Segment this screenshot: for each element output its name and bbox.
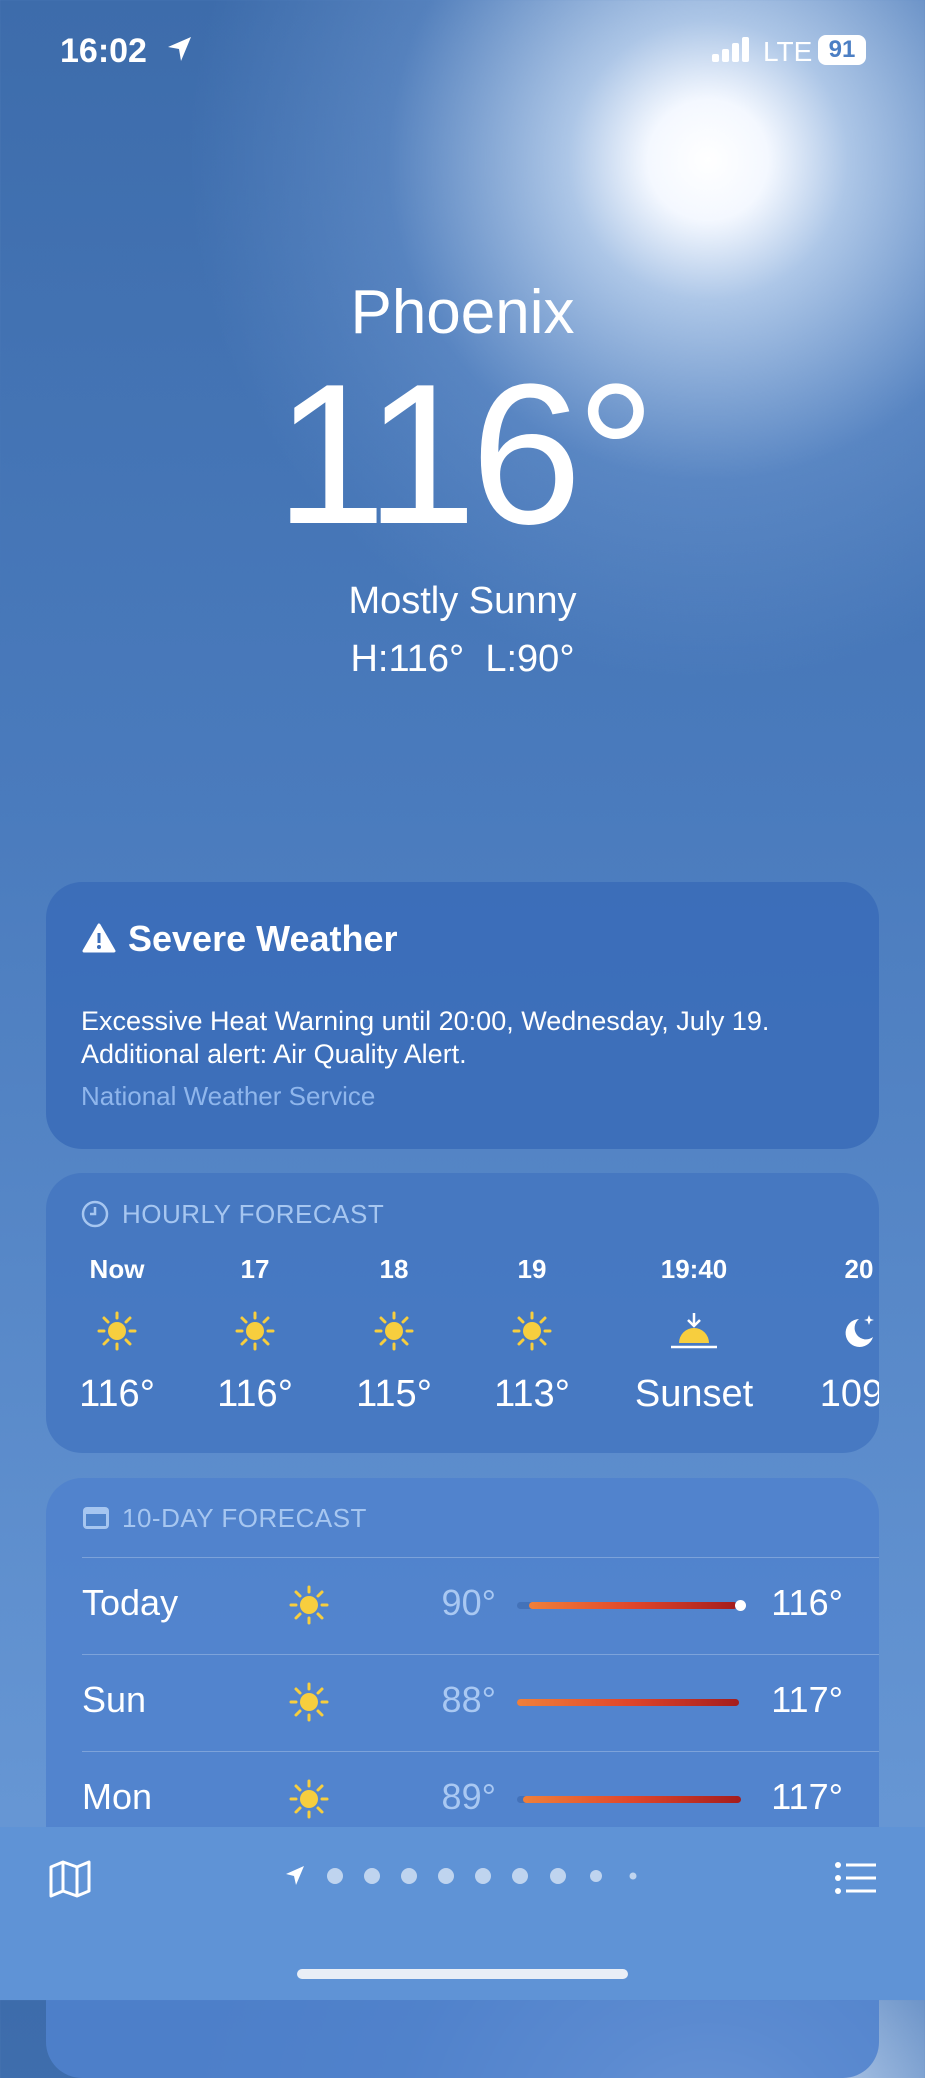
hour-time: 20 [844, 1254, 874, 1284]
condition: Mostly Sunny [348, 580, 577, 622]
sun-icon [289, 1779, 329, 1819]
sun-icon [289, 1585, 329, 1625]
daily-title: 10-DAY FORECAST [122, 1503, 367, 1533]
current-dot [735, 1600, 746, 1611]
hour-time: 18 [379, 1254, 409, 1284]
alert-title: Severe Weather [128, 918, 398, 959]
divider [82, 1654, 879, 1655]
signal-icon [712, 37, 749, 62]
hour-temp: 116° [79, 1373, 155, 1415]
day-high: 116° [771, 1582, 843, 1623]
calendar-icon [83, 1507, 109, 1529]
day-name: Sun [82, 1679, 147, 1720]
hour-time: 19:40 [660, 1254, 728, 1284]
temp-range-bar [517, 1699, 739, 1706]
clock-icon [81, 1200, 109, 1228]
sunset-icon [671, 1313, 717, 1349]
sun-icon [512, 1311, 552, 1351]
hour-temp: 116° [217, 1373, 293, 1415]
day-name: Today [82, 1582, 179, 1623]
map-button[interactable] [48, 1859, 92, 1899]
hour-time: Now [89, 1254, 145, 1284]
status-time: 16:02 [60, 32, 147, 70]
hour-temp: Sunset [634, 1373, 754, 1415]
sun-icon [289, 1682, 329, 1722]
day-high: 117° [771, 1679, 843, 1720]
home-indicator [297, 1969, 628, 1979]
hour-icon [92, 1311, 142, 1351]
hour-icon [230, 1311, 280, 1351]
page-indicator[interactable] [282, 1861, 642, 1891]
day-low: 88° [441, 1679, 496, 1720]
hour-time: 19 [517, 1254, 547, 1284]
hourly-card: HOURLY FORECAST Now 116° 17 116° 18 115° 19 113… [46, 1173, 879, 1453]
hourly-title: HOURLY FORECAST [122, 1199, 385, 1229]
alert-line: Additional alert: Air Quality Alert. [81, 1039, 467, 1069]
location-arrow [168, 37, 191, 61]
battery: 91 [818, 35, 866, 65]
bottom-bar [0, 1827, 925, 2000]
sun-icon [97, 1311, 137, 1351]
network-label: LTE [763, 36, 813, 67]
temp-range-bar [529, 1602, 737, 1609]
divider [82, 1751, 879, 1752]
warning-icon [82, 923, 116, 953]
day-icon [289, 1585, 329, 1625]
moon-icon [845, 1315, 874, 1347]
alert-source: National Weather Service [81, 1081, 376, 1111]
day-icon [289, 1779, 329, 1819]
hour-icon [669, 1311, 719, 1351]
high-low: H:116° L:90° [350, 638, 575, 680]
divider [82, 1557, 879, 1558]
alert-card[interactable]: Severe Weather Excessive Heat Warning un… [46, 882, 879, 1149]
hour-icon [834, 1311, 879, 1351]
hour-icon [369, 1311, 419, 1351]
hour-temp: 109° [819, 1373, 879, 1415]
hour-temp: 113° [494, 1373, 570, 1415]
hour-time: 17 [240, 1254, 270, 1284]
city-name: Phoenix [350, 278, 575, 347]
day-low: 90° [441, 1582, 496, 1623]
day-icon [289, 1682, 329, 1722]
list-button[interactable] [834, 1860, 878, 1896]
hour-icon [507, 1311, 557, 1351]
day-low: 89° [441, 1776, 496, 1817]
alert-line: Excessive Heat Warning until 20:00, Wedn… [81, 1006, 770, 1036]
sun-icon [374, 1311, 414, 1351]
current-temperature: 116° [275, 343, 656, 566]
day-name: Mon [82, 1776, 153, 1817]
sun-icon [235, 1311, 275, 1351]
temp-range-bar [523, 1796, 741, 1803]
hour-temp: 115° [356, 1373, 432, 1415]
day-high: 117° [771, 1776, 843, 1817]
